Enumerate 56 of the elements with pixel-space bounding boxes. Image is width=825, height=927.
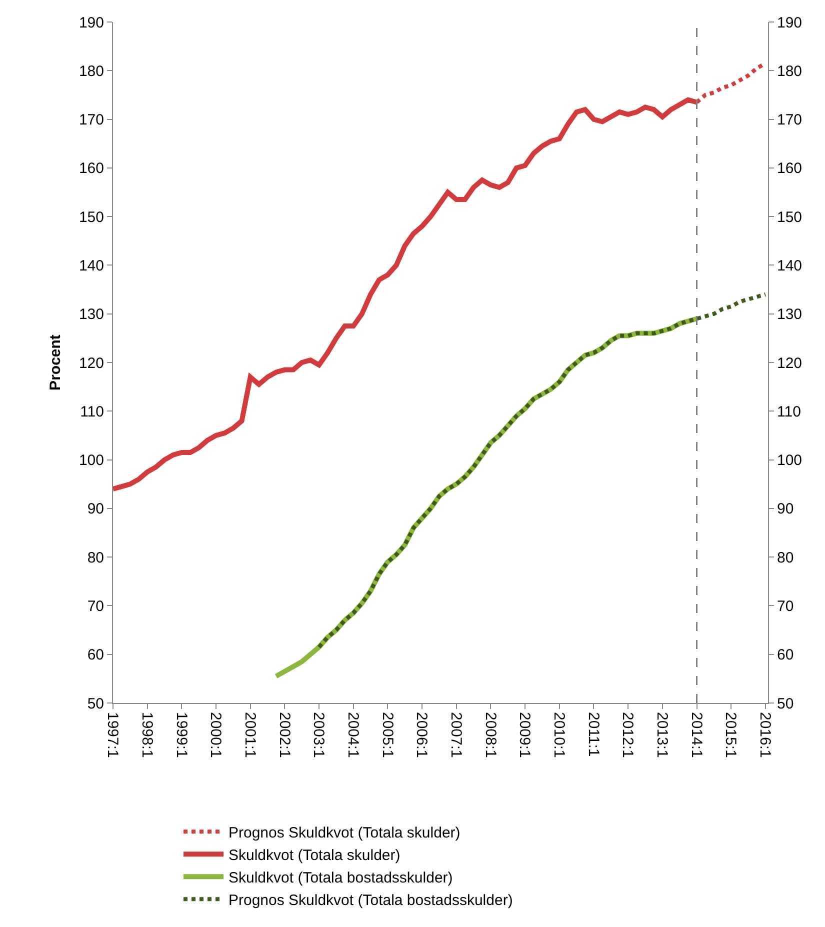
y2-tick-label: 100 bbox=[777, 452, 802, 470]
y-tick-label: 120 bbox=[78, 354, 104, 372]
x-tick-label: 2013:1 bbox=[654, 712, 671, 758]
legend-label: Prognos Skuldkvot (Totala bostadsskulder) bbox=[228, 892, 513, 909]
x-tick-label: 1999:1 bbox=[172, 712, 190, 758]
y-tick-label: 50 bbox=[87, 695, 104, 712]
x-tick-label: 2009:1 bbox=[516, 712, 534, 758]
y-tick-label: 80 bbox=[87, 549, 104, 566]
y2-tick-label: 180 bbox=[777, 62, 802, 80]
y2-tick-label: 50 bbox=[777, 695, 794, 712]
y-tick-label: 160 bbox=[78, 160, 104, 178]
x-tick-label: 2008:1 bbox=[482, 712, 499, 758]
y-tick-label: 60 bbox=[87, 646, 104, 664]
y-tick-label: 150 bbox=[78, 208, 104, 226]
x-tick-label: 2012:1 bbox=[619, 712, 636, 758]
y2-tick-label: 160 bbox=[777, 160, 802, 178]
legend-label: Prognos Skuldkvot (Totala skulder) bbox=[228, 824, 460, 842]
y-tick-label: 180 bbox=[78, 62, 104, 80]
y2-tick-label: 80 bbox=[777, 549, 794, 566]
x-tick-label: 1997:1 bbox=[104, 712, 122, 758]
x-tick-label: 2002:1 bbox=[276, 712, 293, 758]
y-tick-label: 110 bbox=[80, 403, 104, 420]
x-tick-label: 2007:1 bbox=[448, 712, 465, 758]
x-tick-label: 2016:1 bbox=[756, 712, 774, 758]
y-axis-title: Procent bbox=[47, 334, 64, 390]
x-tick-label: 2015:1 bbox=[722, 712, 740, 758]
y2-tick-label: 120 bbox=[777, 354, 802, 372]
y-tick-label: 170 bbox=[78, 112, 104, 129]
y-tick-label: 70 bbox=[87, 598, 104, 615]
x-tick-label: 2003:1 bbox=[310, 712, 328, 758]
y2-tick-label: 130 bbox=[777, 306, 802, 324]
legend-label: Skuldkvot (Totala skulder) bbox=[228, 846, 400, 864]
y2-tick-label: 190 bbox=[777, 14, 802, 32]
y2-tick-label: 90 bbox=[777, 500, 794, 518]
x-tick-label: 2000:1 bbox=[207, 712, 224, 758]
y-tick-label: 130 bbox=[78, 306, 104, 324]
y2-tick-label: 150 bbox=[777, 208, 802, 226]
y2-tick-label: 110 bbox=[777, 403, 801, 420]
y-tick-label: 100 bbox=[78, 452, 104, 470]
x-tick-label: 2005:1 bbox=[378, 712, 396, 758]
x-tick-label: 2010:1 bbox=[550, 712, 568, 758]
x-tick-label: 2014:1 bbox=[688, 712, 705, 758]
y-tick-label: 90 bbox=[87, 500, 104, 518]
x-tick-label: 2004:1 bbox=[344, 712, 362, 758]
legend-label: Skuldkvot (Totala bostadsskulder) bbox=[228, 869, 453, 886]
x-tick-label: 2006:1 bbox=[413, 712, 430, 758]
y2-tick-label: 60 bbox=[777, 646, 794, 664]
y-tick-label: 140 bbox=[78, 257, 104, 274]
x-tick-label: 2001:1 bbox=[241, 712, 258, 758]
y2-tick-label: 70 bbox=[777, 598, 794, 615]
line-series bbox=[317, 292, 768, 650]
y2-tick-label: 140 bbox=[777, 257, 802, 274]
x-tick-label: 2011:1 bbox=[584, 712, 602, 757]
y-tick-label: 190 bbox=[78, 14, 104, 32]
x-tick-label: 1998:1 bbox=[138, 712, 156, 758]
y2-tick-label: 170 bbox=[777, 112, 802, 129]
